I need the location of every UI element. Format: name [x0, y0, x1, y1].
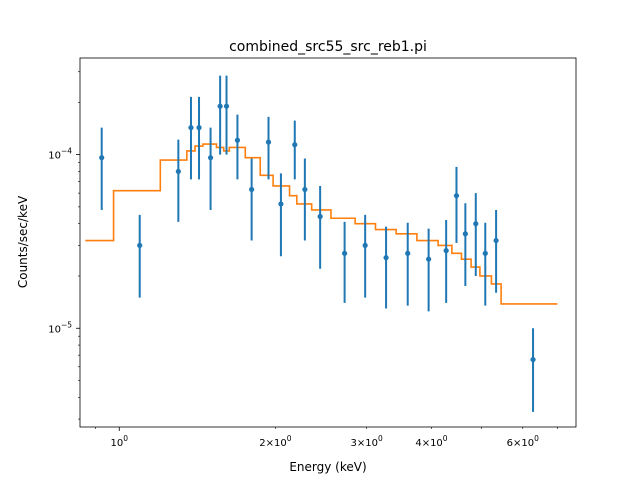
data-point	[137, 242, 143, 249]
data-point	[342, 250, 348, 256]
data-point	[175, 168, 181, 175]
chart-title: combined_src55_src_reb1.pi	[229, 39, 427, 55]
data-point	[278, 201, 284, 207]
data-point	[530, 356, 536, 363]
data-point	[249, 186, 255, 193]
data-point	[493, 237, 499, 244]
data-point	[265, 139, 272, 145]
axes: 100 2×100 3×100 4×100 6×100 10−5 10−4	[48, 57, 577, 449]
data-point	[426, 256, 432, 262]
y-axis-label: Counts/sec/keV	[16, 195, 30, 288]
data-point	[362, 242, 368, 249]
plot-frame	[79, 57, 577, 428]
data-point	[196, 125, 202, 131]
data-point	[292, 142, 298, 148]
plot-content	[85, 75, 558, 412]
data-point	[302, 186, 308, 193]
plot-area	[85, 75, 558, 412]
x-tick-label: 2×100	[259, 434, 291, 449]
x-axis-label: Energy (keV)	[289, 460, 366, 474]
data-point	[207, 155, 214, 161]
data-point	[383, 255, 389, 261]
data-point	[317, 213, 323, 220]
y-tick-label: 10−4	[48, 147, 72, 162]
data-point	[188, 125, 194, 131]
data-point	[223, 103, 230, 109]
data-point	[482, 250, 488, 256]
data-point	[217, 103, 223, 109]
x-tick-label: 6×100	[507, 434, 539, 449]
data-point	[453, 193, 460, 199]
data-point	[405, 250, 411, 256]
x-tick-label: 3×100	[351, 434, 383, 449]
data-point	[99, 155, 105, 161]
y-tick-label: 10−5	[48, 320, 72, 335]
data-point	[462, 231, 468, 237]
x-tick-label: 100	[111, 434, 129, 449]
data-point	[473, 221, 479, 227]
data-point	[234, 137, 241, 143]
x-tick-label: 4×100	[415, 434, 447, 449]
data-point	[443, 248, 449, 254]
